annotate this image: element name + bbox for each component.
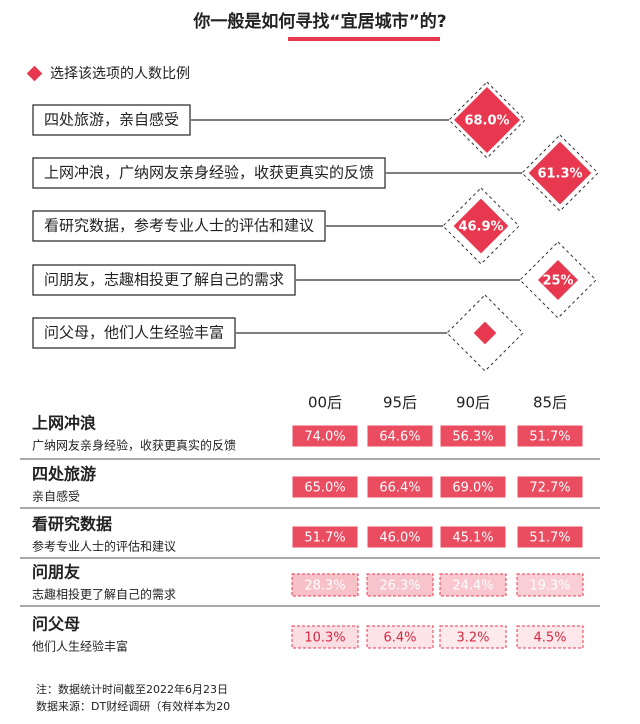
- cell-label: 51.7%: [304, 531, 345, 546]
- diamond: [454, 87, 520, 153]
- cell-label: 24.4%: [452, 579, 493, 594]
- cell-label: 66.4%: [379, 481, 420, 496]
- column-header: 90后: [456, 394, 490, 412]
- row-title: 看研究数据: [31, 515, 112, 534]
- legend-icon: [26, 65, 43, 82]
- cell: [516, 573, 584, 597]
- column-header: 95后: [383, 394, 417, 412]
- cell: [366, 625, 434, 649]
- cell: [366, 573, 434, 597]
- value-label: 25%: [542, 274, 573, 289]
- cell-label: 64.6%: [379, 430, 420, 445]
- cell: [291, 525, 359, 549]
- option-box: [32, 157, 386, 189]
- option-label: 问朋友，志趣相投更了解自己的需求: [44, 271, 284, 289]
- diamond: [538, 260, 578, 300]
- diamond: [528, 141, 592, 205]
- option-box: [32, 210, 326, 242]
- option-label: 看研究数据，参考专业人士的评估和建议: [44, 217, 314, 235]
- option-label: 四处旅游，亲自感受: [44, 111, 179, 129]
- row-subtitle: 志趣相投更了解自己的需求: [32, 587, 176, 602]
- cell: [439, 424, 507, 448]
- note: 注：数据统计时间截至2022年6月23日: [36, 682, 228, 696]
- cell-label: 26.3%: [379, 579, 420, 594]
- cell: [439, 525, 507, 549]
- diamond: [453, 198, 509, 254]
- row-subtitle: 他们人生经验丰富: [32, 639, 128, 654]
- cell-label: 6.4%: [383, 631, 416, 646]
- cell: [439, 475, 507, 499]
- cell: [439, 573, 507, 597]
- cell: [516, 525, 584, 549]
- cell-label: 10.3%: [304, 631, 345, 646]
- cell-label: 28.3%: [304, 579, 345, 594]
- option-box: [32, 104, 191, 136]
- cell: [366, 424, 434, 448]
- cell-label: 72.7%: [529, 481, 570, 496]
- value-label: 46.9%: [458, 220, 503, 235]
- cell-label: 46.0%: [379, 531, 420, 546]
- cell-label: 3.2%: [456, 631, 489, 646]
- row-subtitle: 参考专业人士的评估和建议: [32, 539, 176, 554]
- row-title: 上网冲浪: [32, 414, 96, 433]
- option-box: [32, 264, 296, 296]
- value-label: 61.3%: [537, 167, 582, 182]
- column-header: 00后: [308, 394, 342, 412]
- cell: [366, 475, 434, 499]
- row-title: 四处旅游: [32, 465, 96, 484]
- cell-label: 74.0%: [304, 430, 345, 445]
- column-header: 85后: [533, 394, 567, 412]
- cell-label: 19.3%: [529, 579, 570, 594]
- cell: [291, 424, 359, 448]
- option-label: 上网冲浪，广纳网友亲身经验，收获更真实的反馈: [44, 164, 374, 182]
- cell-label: 69.0%: [452, 481, 493, 496]
- cell-label: 51.7%: [529, 531, 570, 546]
- cell: [516, 625, 584, 649]
- cell-label: 4.5%: [533, 631, 566, 646]
- cell-label: 56.3%: [452, 430, 493, 445]
- option-label: 问父母，他们人生经验丰富: [44, 324, 224, 342]
- note: 数据来源：DT财经调研（有效样本为20: [36, 699, 230, 713]
- cell-label: 51.7%: [529, 430, 570, 445]
- row-title: 问朋友: [32, 563, 81, 582]
- cell: [291, 625, 359, 649]
- option-box: [32, 317, 236, 349]
- cell-label: 65.0%: [304, 481, 345, 496]
- diamond: [473, 321, 497, 345]
- cell: [291, 475, 359, 499]
- note-clip: 数据来源：DT财经调研（有效样本为20: [36, 699, 230, 713]
- cell: [439, 625, 507, 649]
- cell: [516, 475, 584, 499]
- cell-label: 45.1%: [452, 531, 493, 546]
- row-title: 问父母: [32, 615, 80, 634]
- row-subtitle: 亲自感受: [32, 489, 80, 504]
- value-label: 68.0%: [464, 114, 509, 129]
- cell: [516, 424, 584, 448]
- cell: [291, 573, 359, 597]
- title-underline: [288, 37, 440, 41]
- row-subtitle: 广纳网友亲身经验，收获更真实的反馈: [32, 438, 236, 453]
- legend: 选择该选项的人数比例: [50, 66, 190, 82]
- title: 你一般是如何寻找“宜居城市”的?: [192, 11, 446, 32]
- cell: [366, 525, 434, 549]
